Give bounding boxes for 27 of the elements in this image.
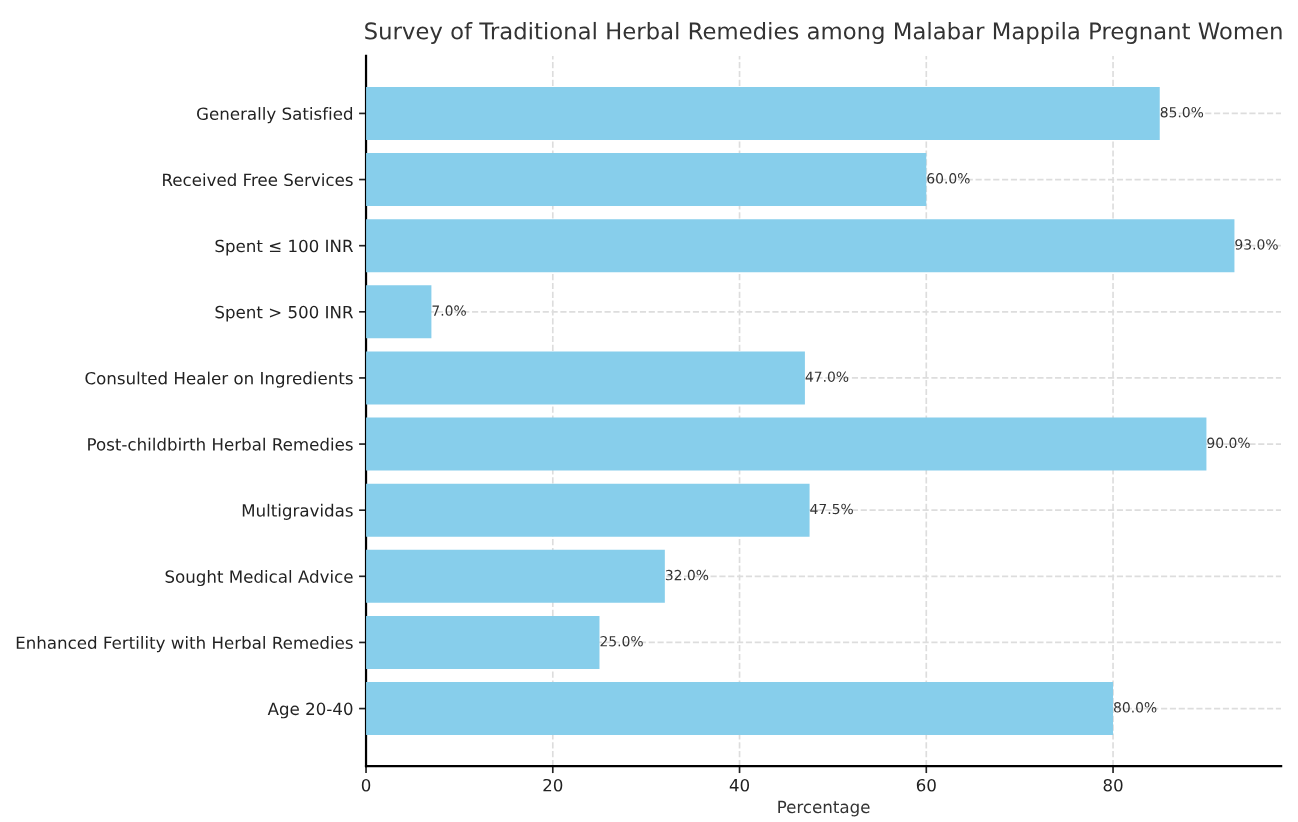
x-tick-label: 0 [361, 778, 371, 792]
bar [366, 417, 1207, 471]
bar [366, 86, 1160, 140]
x-tick-label: 20 [543, 778, 563, 792]
y-tick-label: Spent ≤ 100 INR [215, 239, 354, 256]
x-axis-title: Percentage [778, 800, 870, 817]
bar [366, 682, 1114, 736]
y-tick-label: Multigravidas [242, 503, 353, 520]
y-tick-label: Generally Satisfied [197, 107, 353, 124]
bar [366, 549, 665, 603]
y-tick-label: Age 20-40 [267, 702, 353, 719]
bar [366, 153, 927, 207]
y-tick-label: Enhanced Fertility with Herbal Remedies [16, 636, 353, 653]
chart-title: Survey of Traditional Herbal Remedies among Malabar Mappila Pregnant Women [365, 21, 1282, 44]
y-tick-label: Post-childbirth Herbal Remedies [88, 437, 353, 451]
y-tick-label: Sought Medical Advice [165, 569, 353, 587]
bar [366, 351, 805, 405]
x-tick-label: 60 [916, 778, 936, 792]
x-tick-label: 40 [729, 778, 750, 792]
y-tick-label: Received Free Services [163, 173, 353, 187]
bar [366, 615, 600, 669]
y-tick-label: Consulted Healer on Ingredients [85, 371, 353, 388]
x-tick-label: 80 [1103, 778, 1123, 792]
bar [366, 483, 810, 537]
bar [366, 285, 432, 339]
y-tick-label: Spent > 500 INR [215, 305, 354, 322]
bar [366, 219, 1235, 273]
